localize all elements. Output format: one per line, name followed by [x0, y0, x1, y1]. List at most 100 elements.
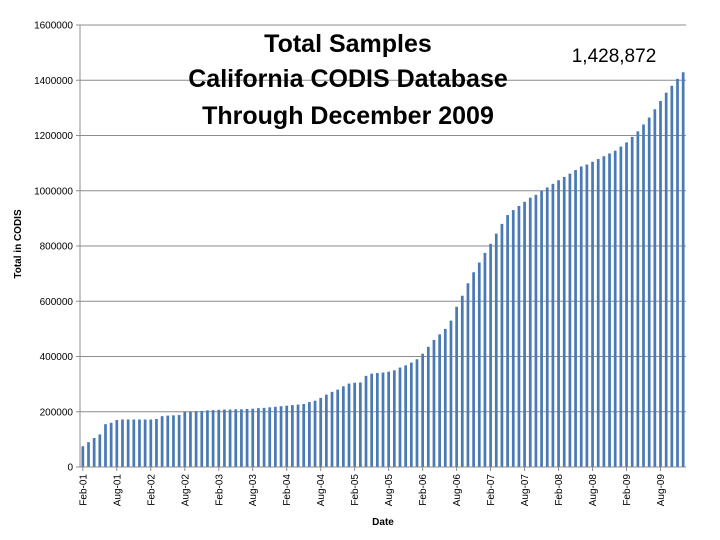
bar: [659, 100, 662, 467]
bar: [664, 92, 668, 468]
x-tick-label: Feb-04: [282, 474, 293, 506]
bar: [138, 419, 141, 467]
x-tick-label: Aug-01: [112, 474, 123, 507]
bar: [206, 410, 209, 467]
bar: [670, 85, 674, 468]
x-tick-label: Feb-08: [554, 474, 565, 506]
x-tick-label: Aug-08: [588, 474, 599, 507]
bar: [517, 205, 521, 467]
bar: [404, 365, 408, 467]
x-tick-label: Aug-02: [180, 474, 191, 507]
bar: [449, 320, 453, 467]
chart-title-line-3: Through December 2009: [202, 102, 494, 130]
bar: [358, 382, 362, 467]
x-tick-label: Aug-06: [452, 474, 463, 507]
bar: [330, 391, 334, 467]
y-axis-title: Total in CODIS: [13, 209, 24, 279]
bar: [602, 156, 606, 467]
bar: [223, 409, 226, 467]
y-tick-label: 800000: [40, 242, 74, 253]
bar: [653, 109, 657, 467]
bar: [98, 434, 102, 467]
bar: [540, 190, 543, 467]
bar: [228, 409, 232, 467]
bar: [387, 371, 391, 467]
bar: [630, 136, 634, 467]
bar: [398, 367, 402, 467]
bar: [438, 334, 441, 467]
x-tick-label: Aug-03: [248, 474, 259, 507]
x-tick-label: Aug-04: [316, 474, 327, 507]
bars: [81, 72, 685, 468]
bar: [336, 389, 340, 467]
bar: [432, 339, 436, 467]
bar: [381, 372, 385, 467]
y-tick-label: 600000: [40, 297, 74, 308]
bar: [625, 142, 628, 467]
bar: [676, 78, 679, 468]
y-tick-label: 200000: [40, 407, 74, 418]
bar: [392, 370, 396, 467]
bar: [613, 150, 617, 467]
bar: [92, 437, 96, 467]
bar: [483, 252, 487, 467]
bar: [177, 415, 181, 467]
bar: [591, 161, 594, 468]
bar: [115, 420, 119, 467]
bar: [325, 394, 328, 467]
bar: [426, 346, 430, 467]
x-tick-label: Aug-07: [520, 474, 531, 507]
bar: [194, 411, 198, 467]
bar: [160, 416, 164, 467]
bar: [579, 166, 583, 467]
bar: [274, 406, 277, 467]
bar: [302, 404, 306, 467]
bar: [262, 407, 266, 467]
x-tick-label: Feb-06: [418, 474, 429, 506]
bar: [319, 397, 323, 467]
bar: [551, 183, 555, 467]
bar: [642, 124, 645, 467]
bar: [477, 262, 481, 467]
bar: [121, 419, 124, 467]
bar: [415, 359, 419, 467]
bar: [568, 173, 572, 467]
bar: [342, 386, 345, 467]
x-tick-label: Aug-05: [384, 474, 395, 507]
bar: [104, 424, 107, 467]
y-tick-label: 1200000: [34, 131, 73, 142]
y-tick-labels: 0 200000 400000 600000 800000 1000000 1200000 1…: [34, 21, 80, 474]
y-tick-label: 0: [67, 463, 73, 474]
bar: [353, 382, 357, 467]
y-tick-label: 400000: [40, 352, 74, 363]
bar: [562, 176, 566, 467]
bar: [313, 400, 317, 467]
x-tick-label: Feb-05: [350, 474, 361, 506]
bar: [132, 419, 136, 467]
bar: [528, 197, 532, 467]
bar: [251, 408, 255, 467]
bar: [443, 328, 447, 468]
y-tick-label: 1400000: [34, 76, 73, 87]
bar: [109, 422, 113, 467]
y-tick-label: 1000000: [34, 186, 73, 197]
bar: [494, 233, 498, 467]
chart-title-line-2: California CODIS Database: [188, 65, 508, 93]
bar: [636, 131, 640, 468]
bar: [619, 146, 623, 468]
bar: [421, 353, 425, 467]
bar: [596, 158, 600, 468]
bar: [166, 415, 170, 467]
bar: [557, 180, 560, 467]
bar: [523, 201, 526, 468]
bar: [296, 404, 300, 467]
bar: [545, 187, 549, 467]
x-axis-title: Date: [372, 517, 394, 528]
bar: [155, 418, 158, 467]
bar: [506, 215, 509, 467]
bar: [183, 411, 187, 467]
bar: [285, 405, 289, 467]
bar: [126, 419, 130, 467]
gridlines: [80, 24, 686, 413]
bar: [574, 170, 577, 467]
